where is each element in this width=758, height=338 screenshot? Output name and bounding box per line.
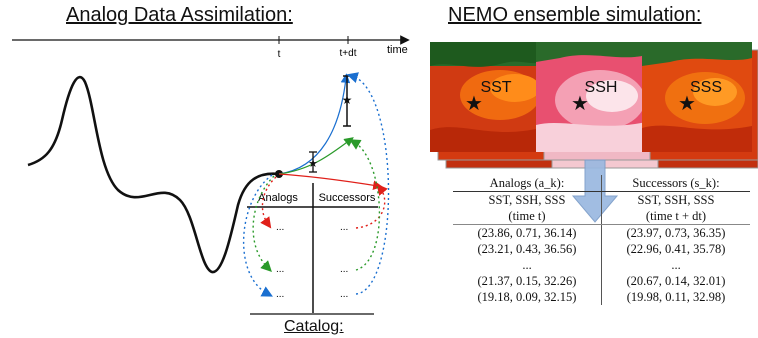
forecast-red xyxy=(278,173,383,190)
star-mid: ★ xyxy=(308,158,318,170)
catalog-ellipsis-3: ... xyxy=(276,289,284,300)
forecast-blue xyxy=(278,73,351,175)
forecast-green xyxy=(278,137,354,175)
star-tdt: ★ xyxy=(342,93,353,107)
map-label-ssh: SSH xyxy=(585,79,618,96)
table-rule xyxy=(453,191,750,192)
table-cell: ... xyxy=(671,258,681,272)
table-sub-analogs-1: SST, SSH, SSS xyxy=(453,192,602,208)
table-cell: ... xyxy=(453,257,602,273)
analog-table: Analogs (a_k): Successors (s_k): SST, SS… xyxy=(453,175,750,305)
dotted-to-blue-analog xyxy=(242,174,273,297)
map-label-sst: SST xyxy=(480,79,511,96)
table-rule-2 xyxy=(453,224,750,225)
table-cell: (23.86, 0.71, 36.14) xyxy=(453,225,602,241)
table-cell: (19.18, 0.09, 32.15) xyxy=(453,289,602,305)
table-cell: (23.21, 0.43, 36.56) xyxy=(453,241,602,257)
dotted-blue-successor xyxy=(346,72,390,295)
table-row: (23.21, 0.43, 36.56) (22.96, 0.41, 35.78… xyxy=(453,241,750,257)
tick-label-t: t xyxy=(278,49,281,60)
catalog-successors-label: Successors xyxy=(319,192,376,204)
table-subheader-row-2: (time t) (time t + dt) xyxy=(453,208,750,224)
catalog-title: Catalog: xyxy=(284,318,344,335)
catalog-ellipsis-6: ... xyxy=(340,289,348,300)
catalog-ellipsis-4: ... xyxy=(340,222,348,233)
catalog-ellipsis-2: ... xyxy=(276,264,284,275)
map-label-sss: SSS xyxy=(690,79,722,96)
trajectory-curve xyxy=(27,75,280,274)
table-cell: (20.67, 0.14, 32.01) xyxy=(626,274,726,288)
tick-label-tdt: t+dt xyxy=(340,48,357,59)
table-row: (23.86, 0.71, 36.14) (23.97, 0.73, 36.35… xyxy=(453,225,750,241)
dotted-to-red-analog xyxy=(260,176,277,229)
map-star-ssh: ★ xyxy=(571,93,589,115)
catalog-analogs-label: Analogs xyxy=(258,192,298,204)
dotted-green-successor xyxy=(349,139,381,271)
table-subheader-row-1: SST, SSH, SSS SST, SSH, SSS xyxy=(453,192,750,208)
map-star-sss: ★ xyxy=(678,93,696,115)
map-sss xyxy=(642,42,758,169)
table-cell: (22.96, 0.41, 35.78) xyxy=(626,242,726,256)
table-header-successors: Successors (s_k): xyxy=(632,176,720,190)
table-cell: (21.37, 0.15, 32.26) xyxy=(453,273,602,289)
table-sub-successors-1: SST, SSH, SSS xyxy=(637,193,715,207)
table-row: ... ... xyxy=(453,257,750,273)
table-cell: (23.97, 0.73, 36.35) xyxy=(626,226,726,240)
catalog-ellipsis-1: ... xyxy=(276,222,284,233)
table-header-row: Analogs (a_k): Successors (s_k): xyxy=(453,175,750,191)
catalog-ellipsis-5: ... xyxy=(340,264,348,275)
table-row: (19.18, 0.09, 32.15) (19.98, 0.11, 32.98… xyxy=(453,289,750,305)
map-star-sst: ★ xyxy=(465,93,483,115)
map-sst xyxy=(430,42,557,169)
right-title: NEMO ensemble simulation: xyxy=(448,4,702,26)
axis-label-time: time xyxy=(387,44,408,56)
left-title: Analog Data Assimilation: xyxy=(66,4,293,26)
table-header-analogs: Analogs (a_k): xyxy=(453,175,602,191)
table-sub-successors-2: (time t + dt) xyxy=(645,209,707,223)
table-sub-analogs-2: (time t) xyxy=(453,208,602,224)
dotted-to-green-analog xyxy=(252,175,275,272)
table-row: (21.37, 0.15, 32.26) (20.67, 0.14, 32.01… xyxy=(453,273,750,289)
table-cell: (19.98, 0.11, 32.98) xyxy=(626,290,726,304)
